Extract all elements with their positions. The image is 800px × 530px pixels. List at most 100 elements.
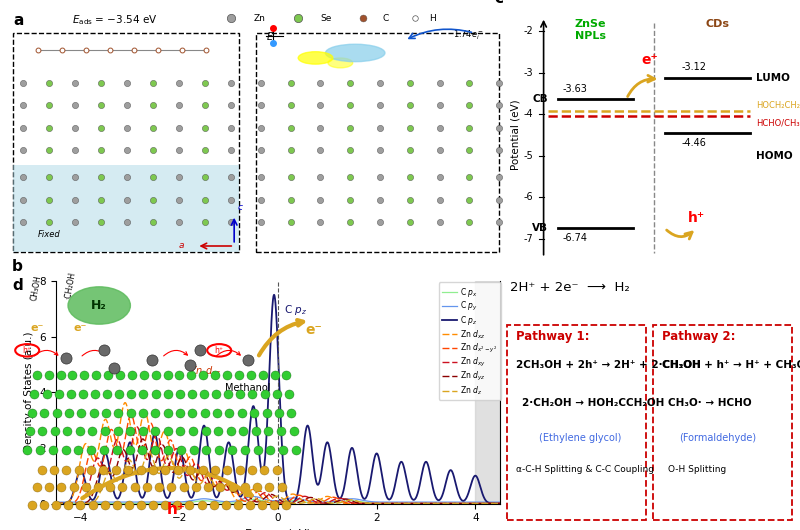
Text: Pathway 1:: Pathway 1: — [516, 330, 589, 343]
C $p_z$ — [74, 470, 83, 476]
Zn $d_z$ — [495, 500, 505, 507]
Legend: C $p_x$, C $p_y$, C $p_z$, Zn $d_{xz}$, Zn $d_{x^2-y^2}$, Zn $d_{xy}$, Zn $d_{yz: C $p_x$, C $p_y$, C $p_z$, Zn $d_{xz}$, … — [439, 282, 501, 400]
C $p_x$ — [249, 496, 258, 502]
C $p_x$ — [401, 500, 410, 507]
C $p_y$ — [482, 499, 492, 505]
C $p_z$ — [482, 499, 492, 505]
Zn $d_z$ — [255, 498, 265, 505]
Zn $d_{yz}$ — [482, 500, 492, 507]
C $p_z$ — [495, 500, 505, 507]
Text: LUMO: LUMO — [756, 73, 790, 83]
Line: Zn $d_{xy}$: Zn $d_{xy}$ — [56, 427, 500, 504]
Text: -5: -5 — [523, 151, 533, 161]
Text: h⁺: h⁺ — [214, 346, 224, 355]
Bar — [13, 165, 238, 252]
Bar — [475, 281, 500, 504]
Text: -6.74: -6.74 — [562, 233, 588, 243]
Zn $d_{xy}$ — [495, 500, 505, 507]
Zn $d_z$ — [482, 500, 492, 507]
Text: Fixed: Fixed — [38, 229, 61, 239]
Text: e⁻: e⁻ — [74, 323, 86, 333]
FancyArrowPatch shape — [34, 350, 58, 356]
Text: Methanol: Methanol — [226, 383, 270, 393]
Text: -3.12: -3.12 — [682, 62, 706, 72]
Text: α-C-H Splitting & C-C Coupling: α-C-H Splitting & C-C Coupling — [516, 465, 654, 474]
Text: a: a — [13, 13, 23, 28]
Zn $d_{xy}$ — [401, 500, 410, 507]
Text: CH₃OH + h⁺ → H⁺ + CH₃O·: CH₃OH + h⁺ → H⁺ + CH₃O· — [662, 360, 800, 370]
Zn $d_{yz}$ — [495, 500, 505, 507]
C $p_x$ — [495, 500, 505, 507]
C $p_y$ — [74, 499, 83, 505]
Bar — [256, 33, 499, 252]
Bar — [653, 325, 792, 520]
Zn $d_z$ — [267, 495, 277, 501]
Text: 2CH₃OH + 2h⁺ → 2H⁺ + 2·CH₂OH: 2CH₃OH + 2h⁺ → 2H⁺ + 2·CH₂OH — [516, 360, 701, 370]
C $p_x$ — [255, 497, 265, 504]
Text: h⁺: h⁺ — [22, 346, 32, 355]
Zn $d_{xz}$ — [120, 400, 130, 406]
C $p_z$ — [401, 473, 410, 479]
Text: Zn $d_{xz}$: Zn $d_{xz}$ — [189, 365, 222, 378]
Zn $d_{x^2\!-\!y^2}$ — [255, 488, 265, 494]
Zn $d_{xz}$ — [401, 500, 410, 507]
Line: Zn $d_{yz}$: Zn $d_{yz}$ — [56, 439, 500, 504]
Zn $d_{xy}$ — [267, 494, 277, 501]
Zn $d_{xy}$ — [482, 500, 492, 507]
Text: O-H Splitting: O-H Splitting — [667, 465, 726, 474]
C $p_z$ — [255, 458, 265, 465]
Text: -3.63: -3.63 — [562, 84, 587, 94]
Zn $d_{x^2\!-\!y^2}$ — [267, 499, 277, 505]
C $p_y$ — [255, 494, 265, 501]
Zn $d_{yz}$ — [51, 500, 61, 507]
FancyArrowPatch shape — [82, 350, 106, 356]
Zn $d_{xz}$ — [482, 500, 492, 507]
Line: C $p_y$: C $p_y$ — [56, 497, 500, 502]
Zn $d_{xz}$ — [255, 492, 265, 499]
Zn $d_{xy}$ — [74, 500, 83, 506]
Text: d: d — [13, 278, 23, 293]
Text: CB: CB — [532, 94, 548, 104]
Zn $d_{xz}$ — [482, 500, 492, 507]
Zn $d_{yz}$ — [482, 500, 492, 507]
Text: ·CH₂OH: ·CH₂OH — [63, 271, 78, 300]
Zn $d_{xy}$ — [51, 500, 61, 507]
Zn $d_{xy}$ — [255, 492, 265, 499]
Text: c: c — [494, 0, 503, 6]
C $p_z$ — [51, 500, 61, 507]
Zn $d_{xy}$ — [132, 423, 142, 430]
Zn $d_{x^2\!-\!y^2}$ — [495, 500, 505, 507]
Text: Pathway 2:: Pathway 2: — [662, 330, 735, 343]
FancyArrowPatch shape — [164, 350, 187, 356]
C $p_y$ — [249, 493, 258, 500]
Ellipse shape — [326, 44, 385, 61]
Zn $d_z$ — [144, 448, 154, 454]
Zn $d_{yz}$ — [138, 436, 148, 442]
Text: h⁺: h⁺ — [688, 211, 705, 225]
Bar — [13, 33, 238, 252]
Text: $E_{\rm ads}$ = −3.54 eV: $E_{\rm ads}$ = −3.54 eV — [73, 13, 158, 27]
Zn $d_{xz}$ — [51, 500, 61, 507]
Text: ZnSe
NPLs: ZnSe NPLs — [574, 19, 606, 40]
Text: e⁻: e⁻ — [30, 323, 43, 333]
Text: C $p_z$: C $p_z$ — [284, 303, 307, 317]
Y-axis label: Density of States (a.u.): Density of States (a.u.) — [24, 332, 34, 453]
C $p_z$ — [267, 311, 277, 317]
Zn $d_{x^2\!-\!y^2}$ — [482, 500, 492, 507]
FancyArrowPatch shape — [628, 75, 654, 96]
C $p_x$ — [51, 500, 61, 507]
Zn $d_{yz}$ — [401, 500, 410, 507]
C $p_y$ — [267, 498, 277, 504]
Text: c: c — [237, 204, 242, 213]
Text: H: H — [430, 14, 436, 23]
Zn $d_{x^2\!-\!y^2}$ — [74, 493, 83, 500]
Bar — [507, 325, 646, 520]
C $p_y$ — [482, 499, 492, 505]
C $p_y$ — [51, 499, 61, 505]
Text: h⁺: h⁺ — [166, 502, 186, 517]
Ellipse shape — [68, 287, 130, 324]
FancyArrowPatch shape — [217, 350, 240, 356]
Zn $d_{xz}$ — [267, 500, 277, 507]
Zn $d_{x^2\!-\!y^2}$ — [126, 412, 136, 418]
Text: Potential (eV): Potential (eV) — [511, 100, 521, 171]
